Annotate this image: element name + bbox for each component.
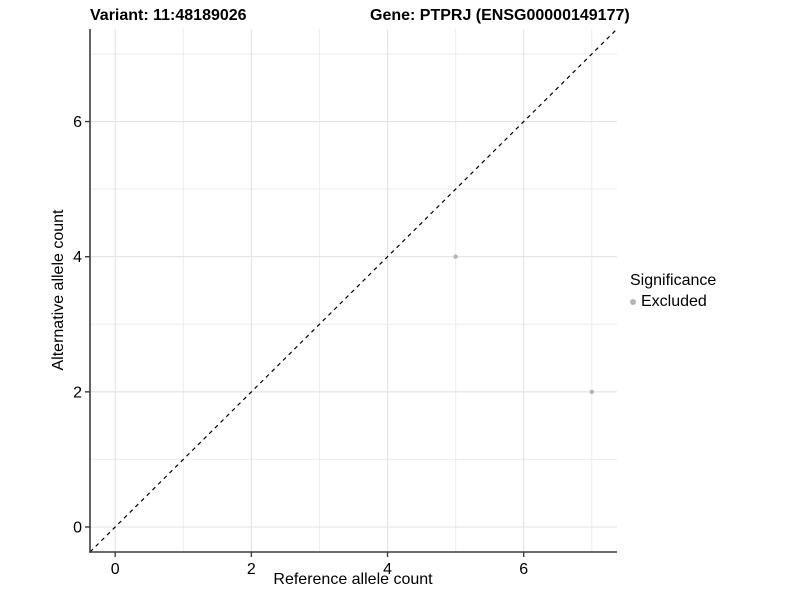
legend-item-label: Excluded bbox=[641, 293, 707, 310]
y-tick-label: 4 bbox=[73, 249, 82, 266]
y-tick-label: 0 bbox=[73, 519, 82, 536]
x-tick-label: 2 bbox=[247, 561, 256, 578]
legend-title: Significance bbox=[630, 272, 717, 289]
x-axis-label: Reference allele count bbox=[273, 571, 433, 588]
x-tick-label: 4 bbox=[383, 561, 392, 578]
legend-item-excluded: Excluded bbox=[630, 293, 716, 311]
y-axis-label: Alternative allele count bbox=[50, 209, 67, 371]
plot-title-variant: Variant: 11:48189026 bbox=[90, 7, 247, 24]
x-tick-label: 6 bbox=[519, 561, 528, 578]
identity-line bbox=[89, 28, 618, 553]
legend-point-icon bbox=[630, 299, 636, 305]
y-tick-label: 2 bbox=[73, 384, 82, 401]
x-tick-label: 0 bbox=[111, 561, 120, 578]
y-tick-label: 6 bbox=[73, 114, 82, 131]
data-point bbox=[589, 389, 595, 395]
legend: Significance Excluded bbox=[630, 272, 716, 311]
plot-title-gene: Gene: PTPRJ (ENSG00000149177) bbox=[370, 7, 630, 24]
data-point bbox=[453, 254, 458, 259]
